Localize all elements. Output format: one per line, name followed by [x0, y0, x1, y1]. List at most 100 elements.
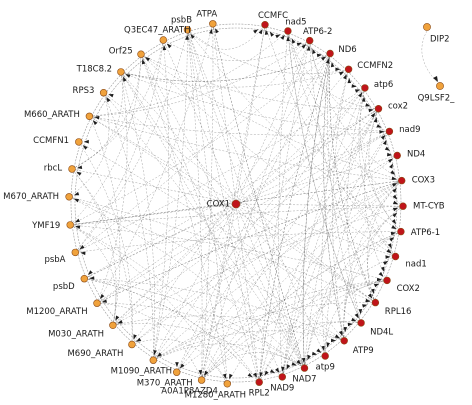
network-edge: [96, 23, 214, 304]
edge-arrowhead: [365, 103, 371, 107]
network-edge: [140, 54, 305, 369]
node-m690-arath[interactable]: [128, 340, 136, 349]
node-nad9[interactable]: [385, 127, 394, 136]
node-atp9[interactable]: [340, 337, 348, 345]
edge-arrowhead: [373, 117, 378, 123]
network-edge: [321, 69, 349, 357]
network-edge: [89, 116, 376, 303]
node-orf25[interactable]: [137, 50, 145, 58]
node-q3ec47-arath[interactable]: [159, 36, 168, 44]
network-edge: [89, 40, 310, 117]
node-atp6-1[interactable]: [397, 227, 405, 236]
network-edge: [201, 40, 310, 381]
node-nad9[interactable]: [278, 373, 286, 381]
node-cox1[interactable]: [231, 199, 241, 209]
edge-arrowhead: [301, 357, 306, 363]
node-rpl2[interactable]: [255, 378, 263, 386]
network-edge: [358, 87, 396, 257]
edge-arrowhead: [361, 96, 366, 102]
node-m370-arath[interactable]: [173, 368, 181, 376]
node-rbcl[interactable]: [68, 165, 76, 173]
node-q9lsf2[interactable]: [436, 82, 444, 90]
edge-arrowhead: [433, 76, 438, 82]
network-edge: [258, 280, 388, 383]
network-edge: [201, 321, 362, 381]
node-t18c8-2[interactable]: [117, 68, 125, 76]
node-nd4[interactable]: [393, 151, 401, 160]
node-dip2[interactable]: [423, 23, 431, 31]
node-nd4l[interactable]: [357, 319, 365, 327]
edge-arrowhead: [392, 187, 397, 193]
network-edge: [201, 108, 379, 381]
node-psbb[interactable]: [183, 26, 192, 34]
network-edge: [89, 116, 402, 181]
network-edge: [96, 131, 390, 304]
node-cox2[interactable]: [383, 276, 391, 285]
node-atpa[interactable]: [209, 20, 217, 28]
network-edge: [287, 30, 362, 323]
node-a0a1p8azd4[interactable]: [197, 376, 206, 384]
network-edge: [112, 315, 345, 342]
node-ccmfc[interactable]: [261, 21, 269, 29]
node-nad7[interactable]: [300, 364, 309, 372]
network-edge: [70, 224, 260, 383]
node-m1200-arath[interactable]: [93, 299, 101, 307]
network-edge: [302, 53, 331, 369]
edge-arrowhead: [258, 29, 263, 35]
node-label-t18c8-2: T18C8.2: [76, 65, 112, 75]
edge-arrowhead: [100, 294, 105, 300]
network-edge: [282, 87, 366, 377]
edge-arrowhead: [392, 194, 398, 200]
network-edge: [153, 330, 345, 361]
node-ymf19[interactable]: [66, 221, 74, 229]
edge-arrowhead: [362, 304, 368, 308]
edge-arrowhead: [222, 373, 227, 379]
edge-arrowhead: [166, 43, 172, 49]
network-edge: [140, 53, 402, 181]
network-edge: [120, 71, 305, 369]
edge-arrowhead: [229, 373, 233, 380]
node-label-ymf19: YMF19: [31, 221, 60, 231]
node-label-nd6: ND6: [338, 45, 356, 55]
network-edge: [187, 29, 349, 74]
node-rpl16[interactable]: [371, 298, 380, 307]
node-m1090-arath[interactable]: [149, 356, 158, 364]
node-m030-arath[interactable]: [109, 321, 117, 329]
edge-arrowhead: [74, 218, 80, 223]
node-psba[interactable]: [71, 248, 80, 257]
network-edge: [153, 29, 188, 361]
center-spoke-edge: [70, 203, 237, 226]
node-nd6[interactable]: [326, 49, 334, 58]
node-ccmfn1[interactable]: [75, 138, 83, 146]
node-ccmfn2[interactable]: [344, 65, 353, 74]
node-label-cox1: COX1: [207, 200, 230, 210]
edge-arrowhead: [89, 276, 95, 280]
network-edge: [343, 206, 404, 341]
edge-arrowhead: [368, 108, 374, 113]
network-edge: [78, 141, 133, 345]
node-atp6[interactable]: [361, 84, 369, 92]
node-atp6-2[interactable]: [306, 36, 314, 45]
node-psbd[interactable]: [80, 275, 89, 283]
node-cox2[interactable]: [374, 104, 383, 113]
node-nad5[interactable]: [284, 27, 292, 35]
node-label-atp6: atp6: [374, 80, 393, 90]
edge-arrowhead: [354, 313, 359, 319]
network-edge: [359, 87, 402, 232]
node-m670-arath[interactable]: [65, 193, 73, 201]
edge-arrowhead: [386, 248, 392, 254]
node-rps3[interactable]: [99, 88, 108, 97]
edge-arrowhead: [123, 76, 127, 82]
edge-layer: [68, 23, 438, 384]
edge-arrowhead: [247, 373, 253, 378]
edge-arrowhead: [347, 322, 353, 327]
node-m660-arath[interactable]: [85, 112, 94, 121]
node-mt-cyb[interactable]: [399, 202, 407, 210]
node-nad1[interactable]: [391, 252, 400, 261]
node-m1280-arath[interactable]: [223, 380, 232, 388]
network-edge: [366, 180, 402, 303]
network-edge: [163, 39, 310, 61]
node-cox3[interactable]: [398, 176, 406, 185]
node-atp9[interactable]: [321, 352, 329, 360]
ring-outline-inner: [74, 27, 398, 379]
